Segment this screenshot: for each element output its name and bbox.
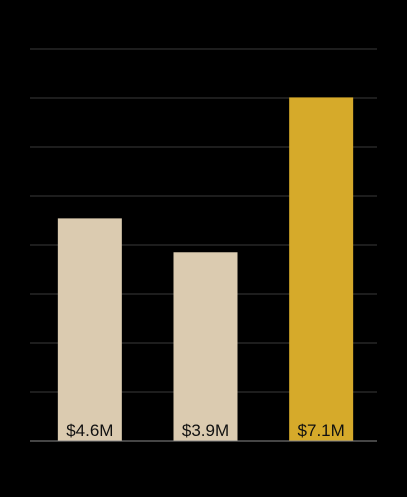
value-labels: $4.6M $3.9M $7.1M	[66, 421, 345, 440]
value-label-3: $7.1M	[298, 421, 345, 440]
bar-1	[57, 218, 122, 441]
value-label-2: $3.9M	[182, 421, 229, 440]
value-label-1: $4.6M	[66, 421, 113, 440]
bar-2	[173, 252, 238, 441]
bars	[57, 97, 354, 441]
bar-3	[289, 97, 354, 441]
